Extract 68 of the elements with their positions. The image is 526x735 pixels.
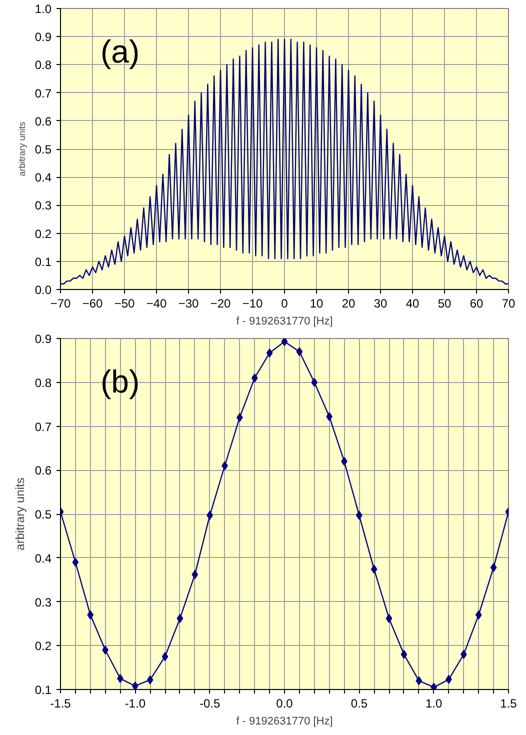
x-tick-label: −10 xyxy=(242,296,264,310)
x-tick-label: −30 xyxy=(178,296,200,310)
x-axis-title: f - 9192631770 [Hz] xyxy=(236,316,333,328)
x-tick-label: 1.5 xyxy=(500,696,518,710)
point xyxy=(176,614,184,623)
point xyxy=(370,564,378,574)
x-tick-label: 1.0 xyxy=(425,696,442,710)
y-tick-label: 0.8 xyxy=(34,58,52,72)
line-series xyxy=(60,38,508,284)
y-tick-label: 0.6 xyxy=(34,464,52,478)
x-tick-label: 50 xyxy=(438,296,452,310)
y-tick-label: 0.1 xyxy=(34,683,52,697)
point xyxy=(311,378,318,387)
point xyxy=(192,570,198,580)
annotation: (b) xyxy=(100,364,140,400)
x-tick-label: 10 xyxy=(310,296,324,310)
point xyxy=(281,338,288,346)
x-tick-label: 30 xyxy=(374,296,388,310)
x-tick-label: −60 xyxy=(82,296,104,310)
y-tick-label: 0.2 xyxy=(34,639,52,654)
x-tick-label: −70 xyxy=(50,296,72,310)
y-tick-label: 0.4 xyxy=(34,551,52,566)
point xyxy=(416,676,422,686)
point xyxy=(400,650,408,659)
point xyxy=(251,373,258,382)
y-tick-label: 0.5 xyxy=(34,142,52,156)
point xyxy=(490,563,497,572)
y-tick-label: 0.3 xyxy=(34,198,52,213)
point xyxy=(475,610,482,620)
point xyxy=(72,558,79,567)
x-tick-label: 0 xyxy=(281,296,288,310)
y-tick-label: 1.0 xyxy=(34,2,52,16)
y-tick-label: 0.0 xyxy=(34,283,52,297)
x-tick-label: 60 xyxy=(470,296,484,310)
point xyxy=(146,675,154,684)
x-axis-title: f - 9192631770 [Hz] xyxy=(236,716,333,728)
x-tick-label: 0.5 xyxy=(350,696,368,710)
annotation: (a) xyxy=(100,34,140,70)
x-tick-label: 40 xyxy=(406,296,420,310)
point xyxy=(386,614,392,623)
y-tick-label: 0.4 xyxy=(34,170,52,185)
y-tick-label: 0.3 xyxy=(34,595,52,610)
y-tick-label: 0.2 xyxy=(34,226,52,241)
x-tick-label: -1.0 xyxy=(124,696,146,710)
x-tick-label: 70 xyxy=(502,296,516,310)
point xyxy=(162,652,168,662)
x-tick-label: -0.5 xyxy=(199,696,220,710)
y-axis-title: arbitrary units xyxy=(12,478,27,550)
x-tick-label: 0.0 xyxy=(276,696,294,710)
x-tick-label: -1.5 xyxy=(50,696,72,710)
y-tick-label: 0.9 xyxy=(34,30,52,44)
y-tick-label: 0.7 xyxy=(34,420,52,434)
point xyxy=(266,348,273,358)
y-tick-label: 0.1 xyxy=(34,254,52,269)
x-tick-label: 20 xyxy=(342,296,356,310)
y-tick-label: 0.8 xyxy=(34,376,52,390)
point xyxy=(87,610,94,620)
y-tick-label: 0.6 xyxy=(34,114,52,128)
x-tick-label: −40 xyxy=(146,296,168,310)
y-tick-label: 0.9 xyxy=(34,332,52,346)
point xyxy=(296,347,303,356)
y-tick-label: 0.5 xyxy=(34,508,52,522)
y-tick-label: 0.7 xyxy=(34,86,52,100)
x-tick-label: −20 xyxy=(210,296,232,310)
point xyxy=(430,682,437,690)
point xyxy=(132,681,138,690)
x-tick-label: −50 xyxy=(114,296,136,310)
y-axis-title: arbitrary units xyxy=(16,121,27,176)
